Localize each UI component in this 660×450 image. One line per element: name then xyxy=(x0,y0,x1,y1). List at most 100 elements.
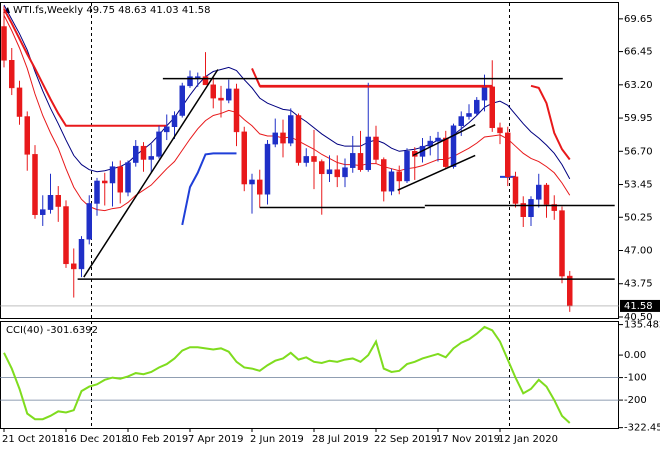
candle-body xyxy=(489,86,495,129)
candle-body xyxy=(512,176,519,204)
candle-body xyxy=(396,171,402,182)
candle-body xyxy=(109,166,116,184)
candle-body xyxy=(497,127,503,134)
candle-body xyxy=(125,162,131,193)
candle-body xyxy=(210,84,216,99)
candle-body xyxy=(241,131,247,185)
candle-body xyxy=(342,167,348,178)
candle-body xyxy=(381,159,387,192)
candle-body xyxy=(458,116,464,126)
candle-body xyxy=(350,153,356,168)
candle-body xyxy=(357,153,364,170)
indicator-line xyxy=(181,152,237,226)
candle-body xyxy=(226,88,232,101)
candle-body xyxy=(40,209,46,215)
candle-body xyxy=(86,203,92,240)
candle-body xyxy=(140,145,147,160)
candle-body xyxy=(551,204,557,211)
cci-panel-frame xyxy=(0,321,619,429)
candle-body xyxy=(164,126,170,133)
candle-body xyxy=(102,180,108,184)
indicator-line xyxy=(530,84,571,161)
candle-body xyxy=(295,115,302,163)
candle-body xyxy=(559,210,565,277)
indicator-line xyxy=(251,68,493,87)
y-tick-label: 56.70 xyxy=(624,146,653,157)
x-tick-label: 22 Sep 2019 xyxy=(374,434,437,445)
candle-body xyxy=(171,115,178,127)
chart-header: WTI.fs,Weekly 49.75 48.63 41.03 41.58 xyxy=(13,5,210,16)
candle-body xyxy=(71,263,77,270)
candle-body xyxy=(202,76,209,86)
candle-body xyxy=(505,132,511,178)
x-tick-label: 10 Feb 2019 xyxy=(126,434,188,445)
candle-body xyxy=(567,275,573,307)
y-tick-label: 59.95 xyxy=(624,113,653,124)
candle-body xyxy=(1,26,7,61)
indicator-line xyxy=(3,4,571,180)
y-tick-label: 53.45 xyxy=(624,180,653,191)
y-tick-label: -200 xyxy=(624,395,647,406)
indicator-value: -301.6392 xyxy=(47,325,98,336)
candle-body xyxy=(272,132,278,145)
x-tick-label: 21 Oct 2018 xyxy=(2,434,64,445)
candle-body xyxy=(249,179,255,185)
candle-body xyxy=(257,179,263,195)
candle-body xyxy=(388,171,395,192)
y-tick-label: 43.75 xyxy=(624,279,653,290)
y-tick-label: -322.454 xyxy=(624,423,660,434)
x-tick-label: 16 Dec 2018 xyxy=(64,434,128,445)
candle-body xyxy=(404,151,410,182)
candle-body xyxy=(481,86,488,101)
candle-body xyxy=(55,195,61,207)
price-panel-frame xyxy=(0,2,619,319)
ohlc-close: 41.58 xyxy=(182,5,211,16)
candle-body xyxy=(536,184,542,200)
candle-body xyxy=(450,125,457,167)
candle-body xyxy=(303,156,309,163)
trend-line xyxy=(83,69,219,278)
candle-body xyxy=(218,97,224,101)
candle-body xyxy=(466,113,472,117)
candle-body xyxy=(443,137,449,167)
y-tick-label: 63.20 xyxy=(624,80,653,91)
x-tick-label: 28 Jul 2019 xyxy=(312,434,369,445)
x-tick-label: 17 Nov 2019 xyxy=(436,434,500,445)
y-tick-label: 50.25 xyxy=(624,212,653,223)
candle-body xyxy=(543,184,550,205)
ohlc-low: 41.03 xyxy=(150,5,179,16)
candle-body xyxy=(9,60,15,89)
candle-body xyxy=(24,116,30,155)
candle-body xyxy=(319,161,325,175)
candle-body xyxy=(179,85,185,116)
candle-body xyxy=(47,195,54,210)
y-tick-label: 135.4829 xyxy=(624,320,660,331)
candle-body xyxy=(133,145,139,163)
candle-body xyxy=(156,131,162,157)
candle-body xyxy=(78,239,85,270)
candle-body xyxy=(233,88,240,133)
cci-line xyxy=(3,325,571,424)
trend-line xyxy=(412,124,476,157)
y-tick-label: 40.50 xyxy=(624,312,653,323)
candle-body xyxy=(326,169,333,175)
candle-body xyxy=(94,180,100,204)
candle-body xyxy=(16,87,23,117)
candle-body xyxy=(311,156,317,162)
candle-body xyxy=(280,132,286,144)
ohlc-open: 49.75 xyxy=(86,5,115,16)
candle-body xyxy=(435,137,441,142)
indicator-header: CCI(40) -301.6392 xyxy=(6,325,98,336)
y-tick-label: 47.00 xyxy=(624,246,653,257)
y-tick-label: 69.65 xyxy=(624,14,653,25)
candle-body xyxy=(520,203,526,217)
candle-body xyxy=(187,76,193,87)
candle-body xyxy=(117,166,123,193)
indicator-line xyxy=(3,15,571,212)
candle-body xyxy=(195,76,201,78)
candle-body xyxy=(63,206,69,265)
price-box xyxy=(620,299,660,312)
symbol-title: WTI.fs,Weekly xyxy=(13,5,83,16)
x-tick-label: 7 Apr 2019 xyxy=(188,434,243,445)
